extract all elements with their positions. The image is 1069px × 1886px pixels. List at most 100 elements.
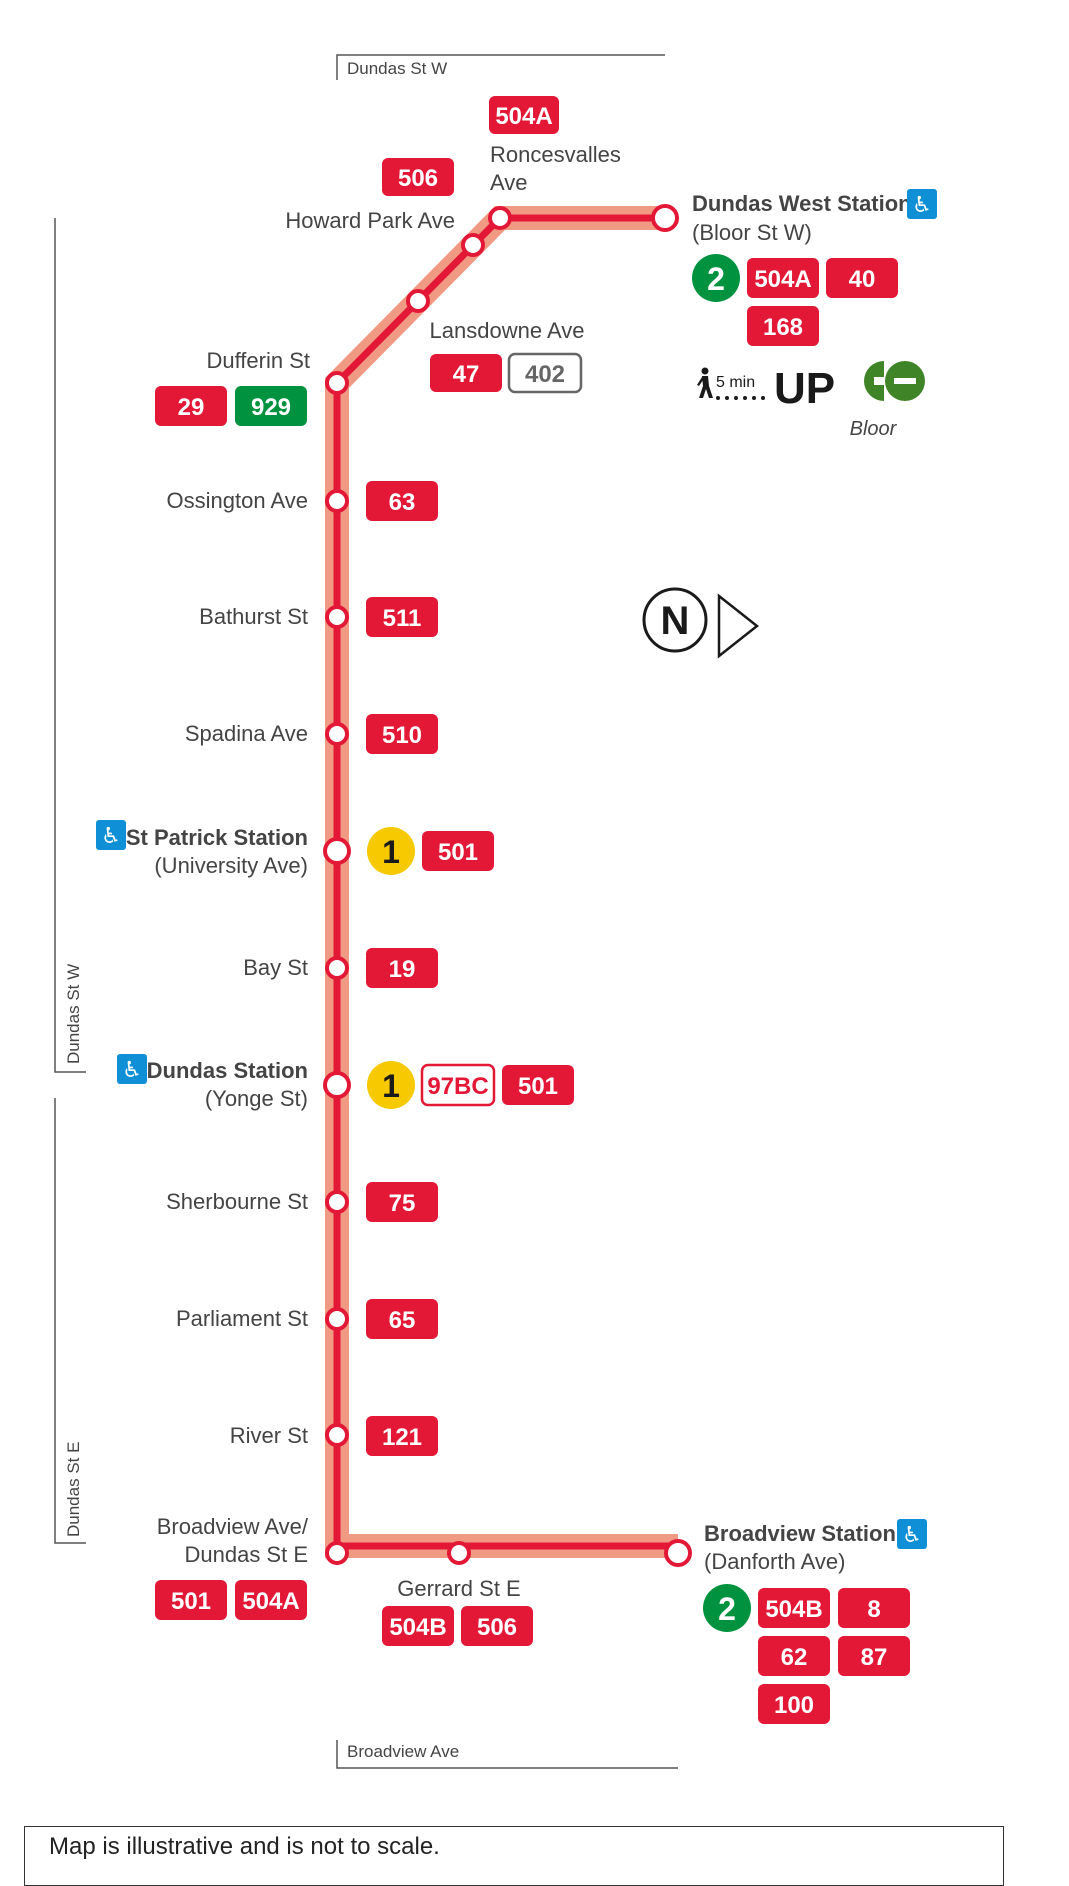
route-badge-label: 47	[453, 361, 480, 388]
route-badge[interactable]: 121	[366, 1416, 438, 1456]
route-badge[interactable]: 506	[382, 158, 454, 196]
line-1-label: 1	[382, 834, 400, 870]
route-badge-label: 506	[477, 1614, 517, 1641]
stop-marker-spadina[interactable]	[325, 722, 349, 746]
route-badge[interactable]: 168	[747, 306, 819, 346]
stop-name-roncesvalles: Roncesvalles	[490, 142, 621, 167]
route-badge[interactable]: 501	[155, 1580, 227, 1620]
stop-marker-howard-park[interactable]	[461, 233, 485, 257]
terminal-marker-dundas-west[interactable]	[651, 204, 679, 232]
route-badge[interactable]: 929	[235, 386, 307, 426]
route-line	[325, 206, 678, 1558]
route-badge-label: 929	[251, 394, 291, 421]
stop-marker-dundas[interactable]	[323, 1071, 351, 1099]
route-badge[interactable]: 87	[838, 1636, 910, 1676]
wheelchair-icon: ♿	[117, 1054, 147, 1084]
route-map: Dundas St W Broadview Ave Dundas St W Du…	[54, 54, 937, 1769]
stop-name-dundas: Dundas Station	[147, 1058, 308, 1083]
go-station-caption: Bloor	[850, 418, 898, 440]
street-side-upper: Dundas St W	[54, 218, 86, 1073]
connection-info: 5 min UP Bloor	[697, 361, 925, 440]
walk-time-text: 5 min	[716, 374, 755, 391]
stop-marker-parliament[interactable]	[325, 1307, 349, 1331]
stop-name-bay: Bay St	[243, 955, 308, 980]
route-badge-label: 511	[383, 605, 422, 632]
route-badge[interactable]: 504B	[758, 1588, 830, 1628]
north-circle	[642, 587, 708, 653]
route-badge-label: 75	[389, 1190, 416, 1217]
route-badge-label: 65	[389, 1307, 416, 1334]
line-1-circle[interactable]: 1	[367, 1061, 415, 1109]
route-badge[interactable]: 504A	[747, 258, 819, 298]
wheelchair-icon: ♿	[907, 189, 937, 219]
route-badge[interactable]: 40	[826, 258, 898, 298]
stop-marker-ossington[interactable]	[325, 489, 349, 513]
route-badge[interactable]: 501	[422, 831, 494, 871]
route-badge-label: 501	[438, 839, 478, 866]
stop-marker-bay[interactable]	[325, 956, 349, 980]
route-badge[interactable]: 75	[366, 1182, 438, 1222]
stop-name-roncesvalles-2: Ave	[490, 170, 528, 195]
wheelchair-icon: ♿	[897, 1519, 927, 1549]
route-badge-label: 504B	[765, 1596, 822, 1623]
route-badge[interactable]: 19	[366, 948, 438, 988]
stop-name-st-patrick: St Patrick Station	[126, 825, 308, 850]
stop-name-bathurst: Bathurst St	[199, 604, 308, 629]
stop-name-spadina: Spadina Ave	[185, 721, 308, 746]
route-badge[interactable]: 501	[502, 1065, 574, 1105]
terminal-name-broadview: Broadview Station	[704, 1521, 896, 1546]
route-badge[interactable]: 506	[461, 1606, 533, 1646]
stop-name-gerrard: Gerrard St E	[397, 1576, 520, 1601]
stop-marker-bathurst[interactable]	[325, 605, 349, 629]
route-badge[interactable]: 65	[366, 1299, 438, 1339]
map-disclaimer-box: Map is illustrative and is not to scale.	[24, 1826, 1004, 1886]
route-badge[interactable]: 63	[366, 481, 438, 521]
route-badge-label: 100	[774, 1692, 814, 1719]
route-badge[interactable]: 47	[430, 354, 502, 392]
street-label-bottom: Broadview Ave	[336, 1740, 678, 1769]
route-badge-label: 29	[178, 394, 205, 421]
svg-text:♿: ♿	[902, 1523, 922, 1548]
stop-marker-roncesvalles[interactable]	[488, 206, 512, 230]
terminal-name-broadview-2: (Danforth Ave)	[704, 1549, 845, 1574]
route-badges: 504A 506 47 402 29 929 63 511 510 501 19…	[155, 96, 910, 1724]
street-side-upper-text: Dundas St W	[64, 964, 83, 1064]
line-2-circle[interactable]: 2	[692, 254, 740, 302]
stop-marker-river[interactable]	[325, 1423, 349, 1447]
stop-marker-sherbourne[interactable]	[325, 1190, 349, 1214]
route-badge[interactable]: 504A	[489, 96, 559, 134]
route-badge-label: 87	[861, 1644, 888, 1671]
route-badge[interactable]: 510	[366, 714, 438, 754]
stop-name-river: River St	[230, 1423, 308, 1448]
north-indicator: N	[642, 587, 760, 659]
stop-name-st-patrick-2: (University Ave)	[154, 853, 308, 878]
stop-marker-st-patrick[interactable]	[323, 837, 351, 865]
route-badge[interactable]: 62	[758, 1636, 830, 1676]
route-badge-label: 62	[781, 1644, 808, 1671]
route-badge[interactable]: 504B	[382, 1606, 454, 1646]
stop-marker-dufferin[interactable]	[325, 371, 349, 395]
route-badge-label: 97BC	[427, 1073, 488, 1100]
route-badge[interactable]: 29	[155, 386, 227, 426]
route-badge[interactable]: 100	[758, 1684, 830, 1724]
route-badge[interactable]: 97BC	[420, 1063, 496, 1107]
north-arrow-icon	[717, 593, 760, 659]
route-badge-label: 402	[525, 361, 565, 388]
street-label-top: Dundas St W	[336, 54, 665, 80]
route-badge[interactable]: 504A	[235, 1580, 307, 1620]
street-top-text: Dundas St W	[347, 59, 447, 78]
line-1-circle[interactable]: 1	[367, 827, 415, 875]
stop-marker-lansdowne[interactable]	[406, 289, 430, 313]
route-badge-label: 506	[398, 165, 438, 192]
terminal-marker-broadview[interactable]	[664, 1539, 692, 1567]
route-badge[interactable]: 511	[366, 597, 438, 637]
route-badge[interactable]: 402	[507, 352, 583, 394]
route-badge-label: 501	[171, 1588, 211, 1615]
route-badge-label: 504B	[389, 1614, 446, 1641]
stop-name-howard-park: Howard Park Ave	[285, 208, 455, 233]
line-2-circle[interactable]: 2	[703, 1584, 751, 1632]
stop-marker-gerrard[interactable]	[447, 1541, 471, 1565]
terminal-name-dundas-west: Dundas West Station	[692, 191, 912, 216]
stop-marker-broadview-dundas[interactable]	[325, 1541, 349, 1565]
route-badge[interactable]: 8	[838, 1588, 910, 1628]
